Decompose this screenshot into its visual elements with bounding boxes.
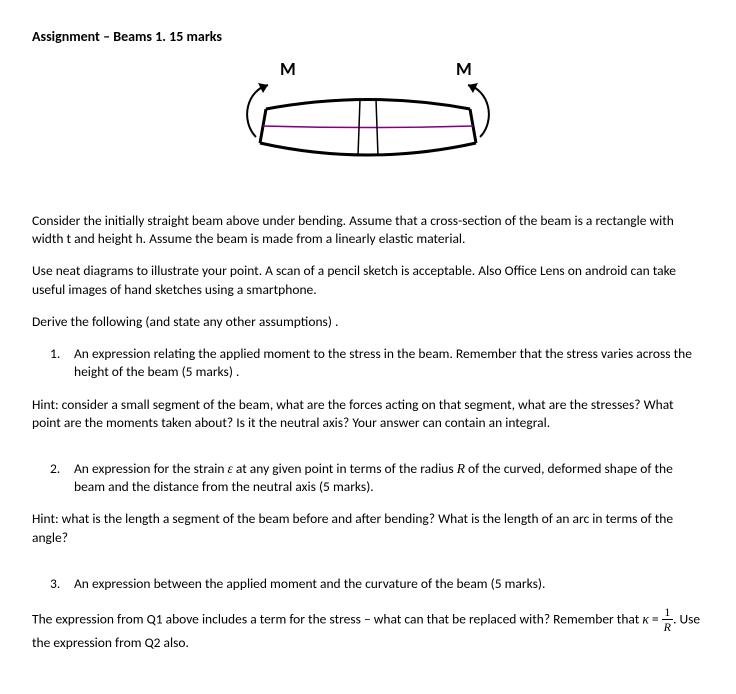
q1-number: 1. (50, 345, 60, 363)
moment-label-right: M (456, 58, 472, 80)
closing-eq: = (649, 611, 662, 628)
hint-2: Hint: what is the length a segment of th… (32, 510, 704, 546)
moment-label-left: M (280, 58, 296, 80)
question-1: 1. An expression relating the applied mo… (74, 345, 704, 381)
frac-bot: R (662, 620, 673, 633)
intro-paragraph-1: Consider the initially straight beam abo… (32, 212, 704, 248)
hint-1: Hint: consider a small segment of the be… (32, 396, 704, 432)
assignment-page: Assignment – Beams 1. 15 marks M M (0, 0, 736, 694)
beam-figure: M M (32, 57, 704, 192)
intro-paragraph-3: Derive the following (and state any othe… (32, 313, 704, 331)
frac-top: 1 (662, 606, 673, 620)
fraction-one-over-r: 1R (662, 606, 673, 633)
page-title: Assignment – Beams 1. 15 marks (32, 28, 704, 45)
q2-text-a: An expression for the strain (74, 460, 227, 477)
neutral-axis (263, 126, 473, 128)
beam-svg: M M (188, 57, 548, 187)
q3-text: An expression between the applied moment… (74, 575, 545, 592)
radius-symbol: R (457, 461, 465, 476)
section-line-right (376, 100, 378, 157)
q1-text: An expression relating the applied momen… (74, 345, 692, 380)
closing-text-a: The expression from Q1 above includes a … (32, 611, 642, 628)
intro-paragraph-2: Use neat diagrams to illustrate your poi… (32, 262, 704, 298)
closing-paragraph: The expression from Q1 above includes a … (32, 607, 704, 652)
q2-number: 2. (50, 460, 60, 478)
section-line-left (358, 100, 360, 157)
q2-text-b: at any given point in terms of the radiu… (233, 460, 457, 477)
q3-number: 3. (50, 575, 60, 593)
question-2: 2. An expression for the strain ε at any… (74, 460, 704, 496)
question-3: 3. An expression between the applied mom… (74, 575, 704, 593)
